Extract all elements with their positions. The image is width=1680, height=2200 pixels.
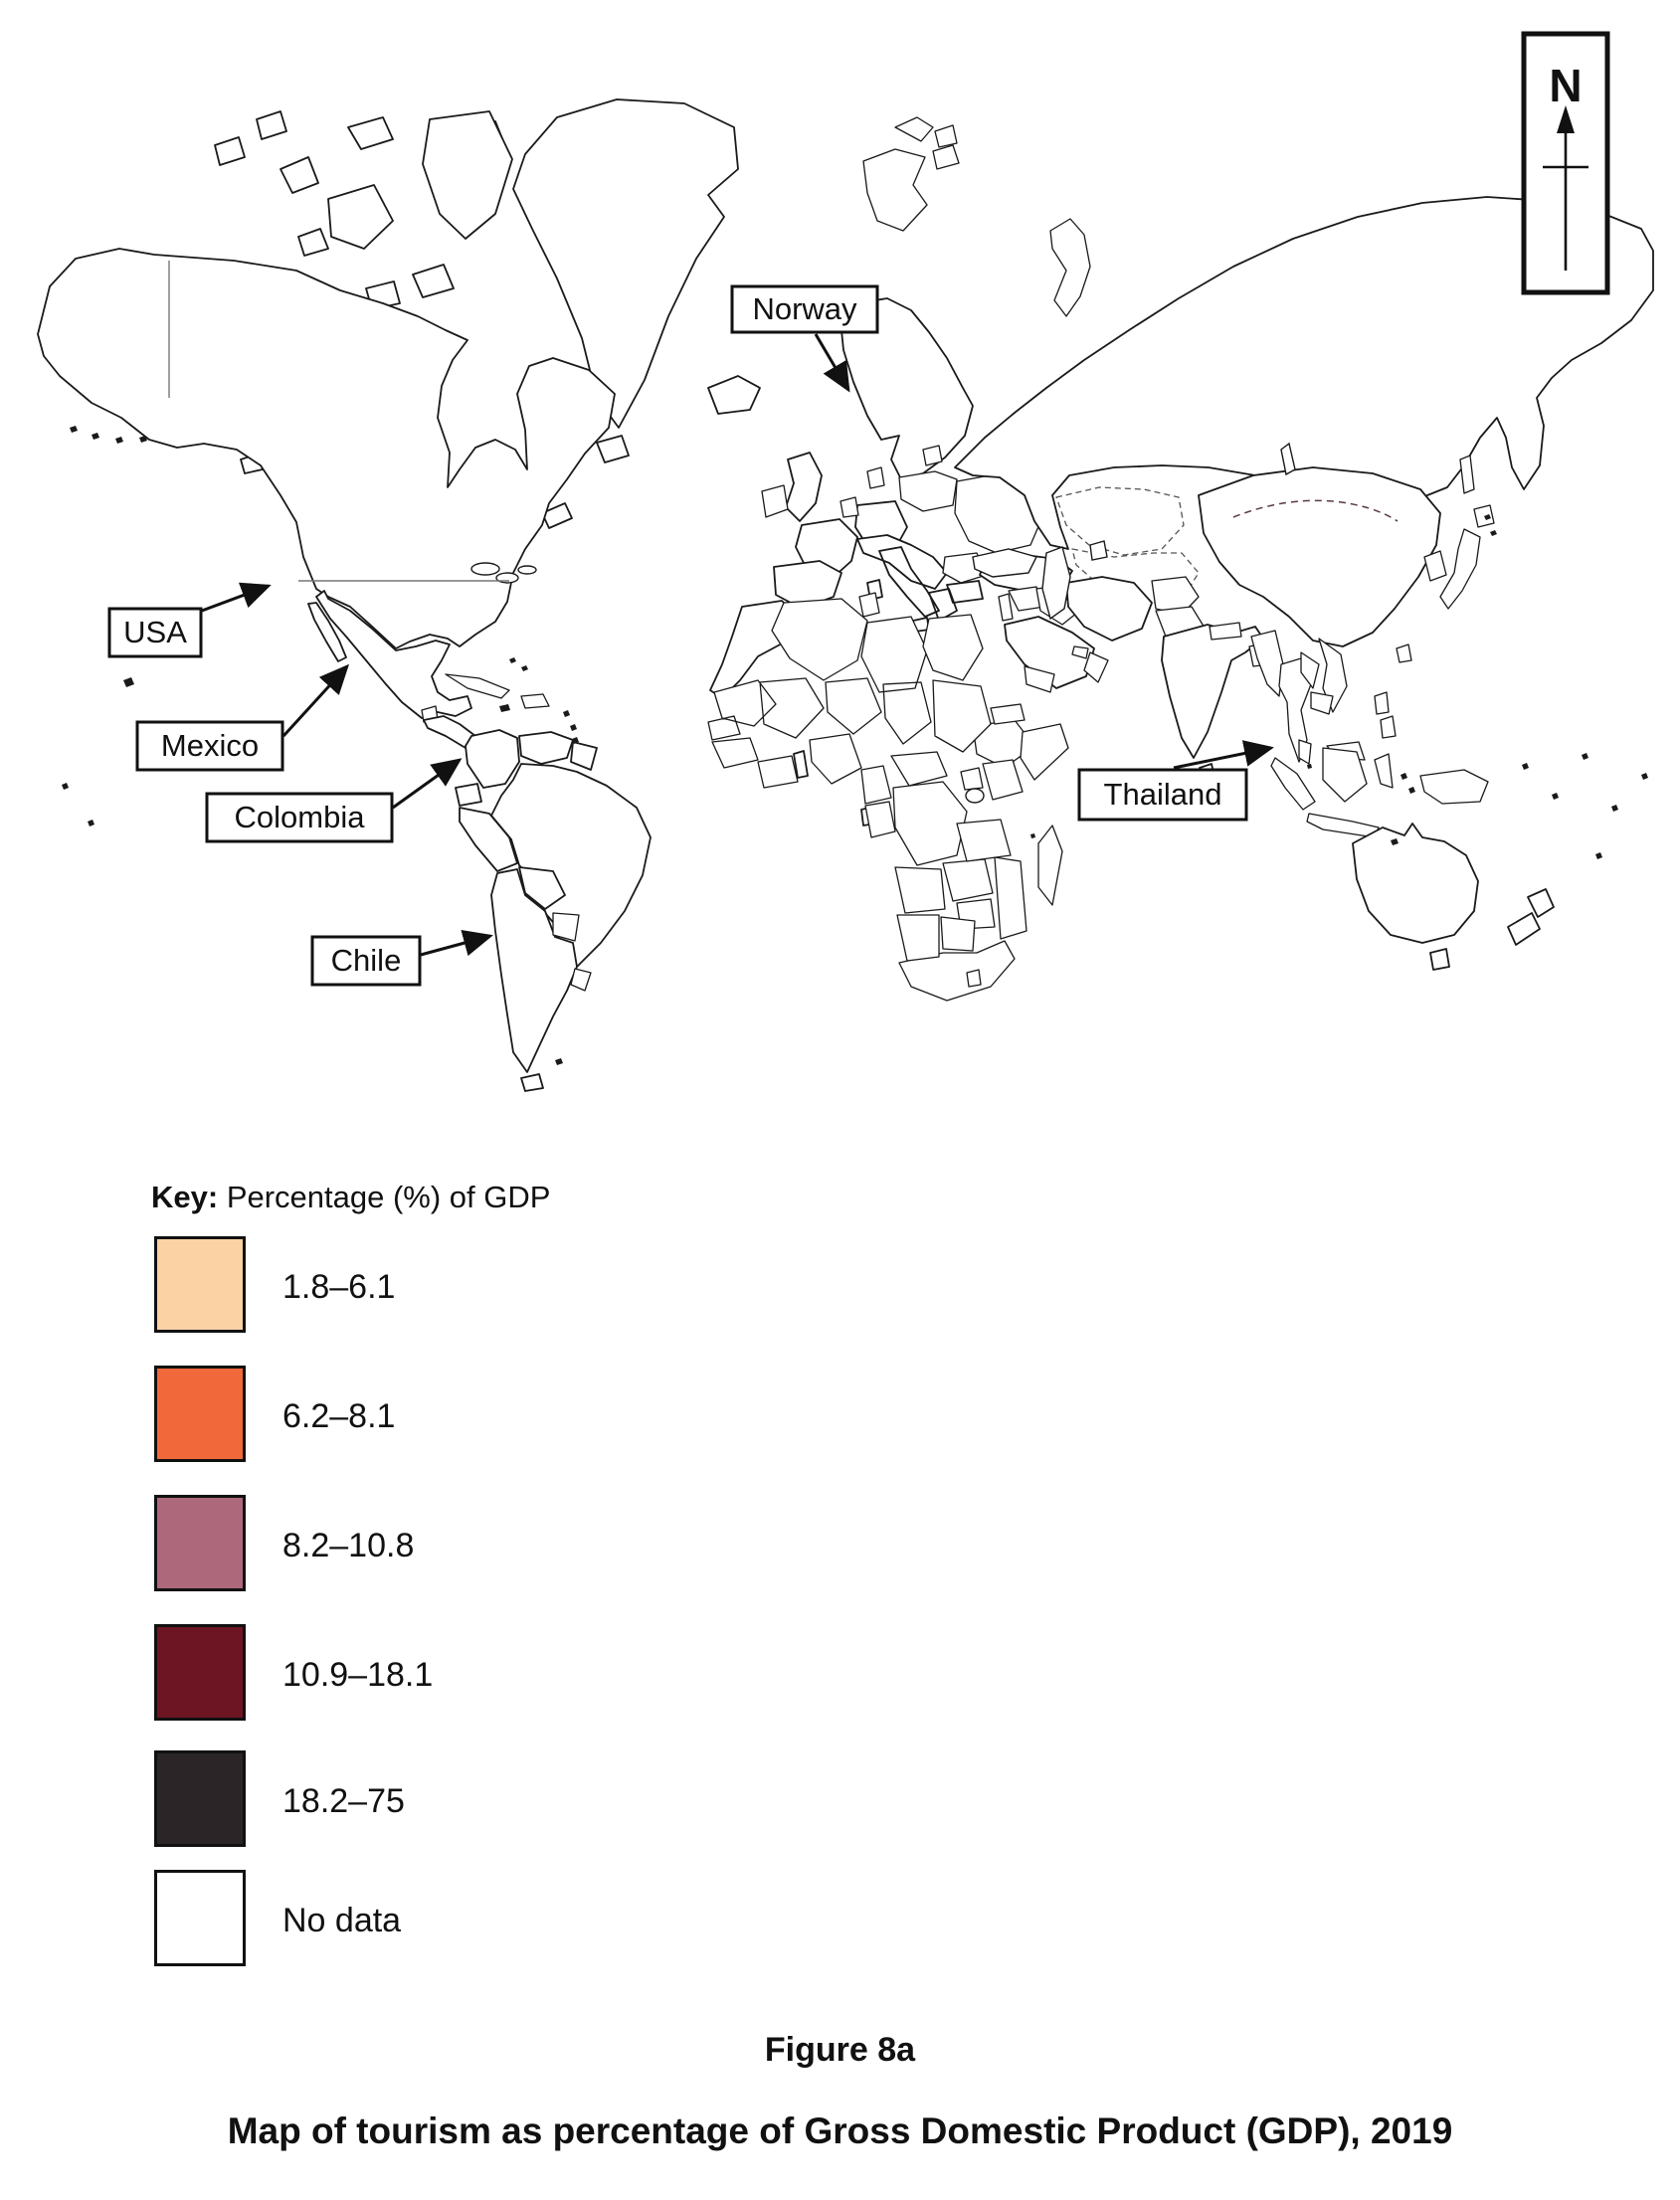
region-levant: [998, 593, 1014, 622]
map-key: Key: Percentage (%) of GDP 1.8–6.1 6.2–8…: [151, 1180, 550, 1966]
thailand-label-box: [1077, 768, 1248, 822]
region-nepal: [1209, 622, 1242, 641]
thailand-leader-arrow: [1173, 740, 1274, 770]
region-ireland: [761, 484, 789, 518]
key-swatch-6: [154, 1870, 246, 1966]
mexico-label: Mexico: [161, 728, 259, 763]
great-lake-1: [470, 562, 500, 576]
north-arrow: N: [1521, 31, 1610, 295]
norway-label-box: [730, 284, 879, 334]
region-svalbard: [862, 144, 960, 232]
region-andes-chile-argentina: [455, 783, 578, 1092]
chile-label: Chile: [331, 943, 402, 978]
lake-baikal: [1280, 442, 1296, 476]
key-swatch-3: [154, 1495, 246, 1591]
norway-leader-arrow: [814, 333, 850, 393]
key-swatch-4: [154, 1624, 246, 1721]
usa-label-box: [107, 607, 203, 658]
region-denmark: [866, 466, 885, 489]
region-uk: [785, 452, 823, 522]
key-title-rest: Percentage (%) of GDP: [218, 1180, 551, 1214]
great-lake-3: [517, 565, 537, 575]
usa-leader-arrow: [201, 582, 272, 613]
lakes-and-seas: [470, 442, 1296, 804]
aral-sea: [1089, 540, 1108, 561]
region-paraguay-uruguay: [552, 912, 592, 992]
usa-label: USA: [123, 615, 187, 649]
region-lesotho: [966, 969, 982, 988]
chile-leader-arrow: [420, 930, 493, 957]
key-label-6: No data: [282, 1902, 402, 1939]
lake-victoria: [965, 788, 985, 804]
north-label: N: [1549, 60, 1582, 111]
region-africa-orange-countries: [757, 598, 1035, 930]
region-china-mongolia: [1198, 466, 1441, 647]
region-philippines-sulawesi: [1374, 691, 1397, 789]
region-korea-sakhalin-taiwan: [1396, 455, 1475, 663]
world-map: Norway USA Mexico Colombia Chile Thailan…: [37, 31, 1654, 1092]
region-colombia: [465, 729, 520, 789]
region-iran: [1065, 576, 1153, 642]
figure-title: Map of tourism as percentage of Gross Do…: [227, 2110, 1453, 2151]
region-afghanistan: [1151, 576, 1200, 616]
key-swatch-5: [154, 1750, 246, 1847]
region-gulf-states: [1071, 645, 1089, 659]
black-sea: [972, 548, 1038, 578]
mongolia-border: [1232, 499, 1399, 522]
key-title-bold: Key:: [151, 1180, 219, 1214]
colombia-label: Colombia: [235, 800, 366, 834]
mexico-leader-arrow: [281, 663, 350, 738]
key-label-2: 6.2–8.1: [282, 1397, 396, 1435]
key-label-4: 10.9–18.1: [282, 1656, 434, 1694]
region-yemen: [1024, 665, 1055, 693]
region-saudi-arabia: [1004, 616, 1095, 689]
region-australia-nz: [1352, 823, 1555, 971]
region-africa-darkred-countries: [858, 592, 1063, 962]
region-myanmar: [1250, 630, 1284, 697]
colombia-leader-arrow: [392, 758, 463, 810]
key-label-1: 1.8–6.1: [282, 1268, 396, 1306]
region-caribbean-islands: [445, 673, 550, 709]
caspian-sea: [1041, 546, 1071, 621]
region-iceland: [707, 375, 761, 415]
map-callouts: Norway USA Mexico Colombia Chile Thailan…: [107, 284, 1274, 987]
region-benelux: [840, 496, 859, 518]
region-baltic-poland: [898, 470, 958, 512]
region-africa-mauve-countries: [707, 677, 1069, 1002]
key-title: Key: Percentage (%) of GDP: [151, 1180, 550, 1215]
region-scandinavia: [840, 297, 974, 480]
thailand-label: Thailand: [1104, 777, 1222, 812]
key-label-3: 8.2–10.8: [282, 1527, 415, 1564]
key-swatch-2: [154, 1366, 246, 1462]
chile-label-box: [310, 935, 422, 987]
region-venezuela-guyanas: [518, 731, 598, 771]
key-label-5: 18.2–75: [282, 1782, 405, 1820]
region-oman: [1083, 651, 1109, 683]
norway-label: Norway: [752, 291, 857, 326]
region-japan: [1439, 504, 1495, 610]
key-swatch-1: [154, 1236, 246, 1333]
region-russia: [954, 196, 1654, 550]
map-regions: [37, 98, 1654, 1092]
north-arrow-head-icon: [1557, 105, 1575, 133]
region-usa-canada: [37, 248, 616, 649]
mexico-label-box: [135, 720, 284, 772]
region-russian-arctic-islands: [894, 116, 1091, 317]
figure-number: Figure 8a: [764, 2031, 916, 2069]
region-estonia: [922, 445, 943, 466]
region-mexico: [307, 590, 472, 719]
colombia-label-box: [205, 792, 394, 843]
region-africa-peach-countries: [711, 616, 968, 914]
region-cambodia: [1310, 691, 1334, 715]
internal-borders: [168, 261, 1399, 582]
region-kazakhstan: [1055, 486, 1185, 556]
